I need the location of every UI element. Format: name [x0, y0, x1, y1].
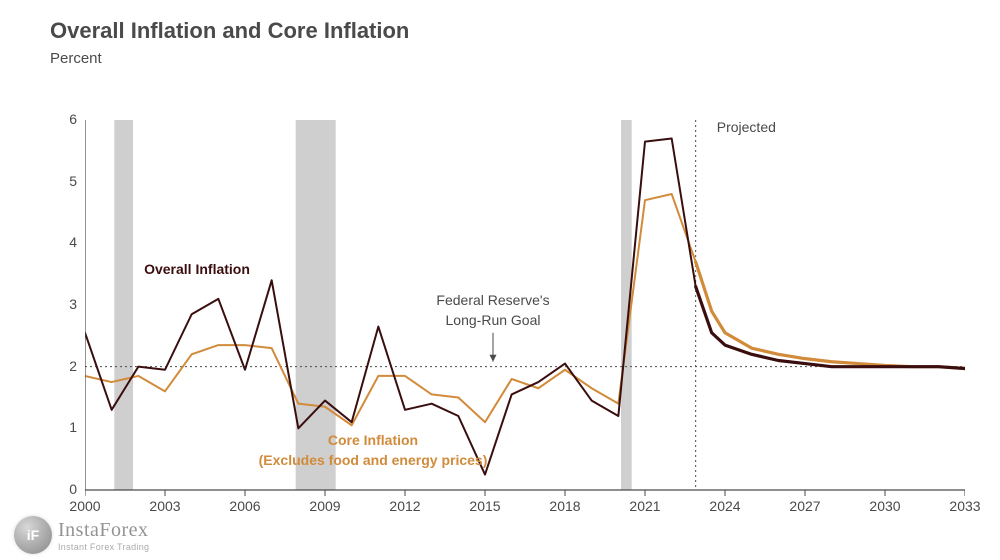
- watermark-line2: Instant Forex Trading: [58, 542, 149, 552]
- y-tick-label: 1: [57, 419, 77, 435]
- y-tick-label: 0: [57, 481, 77, 497]
- x-tick-label: 2018: [549, 498, 580, 514]
- watermark-logo-icon: iF: [14, 516, 52, 554]
- fed-goal-label-line1: Federal Reserve's: [436, 293, 549, 308]
- y-tick-label: 6: [57, 111, 77, 127]
- y-tick-label: 2: [57, 358, 77, 374]
- watermark: iF InstaForex Instant Forex Trading: [14, 516, 149, 554]
- x-tick-label: 2027: [789, 498, 820, 514]
- core-inflation-sublabel: (Excludes food and energy prices): [259, 453, 488, 468]
- x-tick-label: 2012: [389, 498, 420, 514]
- x-tick-label: 2033: [949, 498, 980, 514]
- chart-title: Overall Inflation and Core Inflation: [50, 18, 409, 44]
- y-tick-label: 5: [57, 173, 77, 189]
- x-tick-label: 2000: [69, 498, 100, 514]
- watermark-text: InstaForex Instant Forex Trading: [58, 519, 149, 552]
- y-tick-label: 4: [57, 234, 77, 250]
- plot-area: [85, 120, 965, 500]
- x-tick-label: 2015: [469, 498, 500, 514]
- chart-subtitle: Percent: [50, 50, 102, 67]
- x-tick-label: 2021: [629, 498, 660, 514]
- x-tick-label: 2030: [869, 498, 900, 514]
- core-inflation-label: Core Inflation: [328, 433, 418, 448]
- watermark-line1: InstaForex: [58, 519, 149, 542]
- overall-inflation-label: Overall Inflation: [144, 262, 250, 277]
- chart-container: { "title": "Overall Inflation and Core I…: [0, 0, 1000, 560]
- y-tick-label: 3: [57, 296, 77, 312]
- x-tick-label: 2006: [229, 498, 260, 514]
- fed-goal-label-line2: Long-Run Goal: [446, 313, 541, 328]
- x-tick-label: 2009: [309, 498, 340, 514]
- x-tick-label: 2003: [149, 498, 180, 514]
- x-tick-label: 2024: [709, 498, 740, 514]
- projected-label: Projected: [717, 120, 776, 135]
